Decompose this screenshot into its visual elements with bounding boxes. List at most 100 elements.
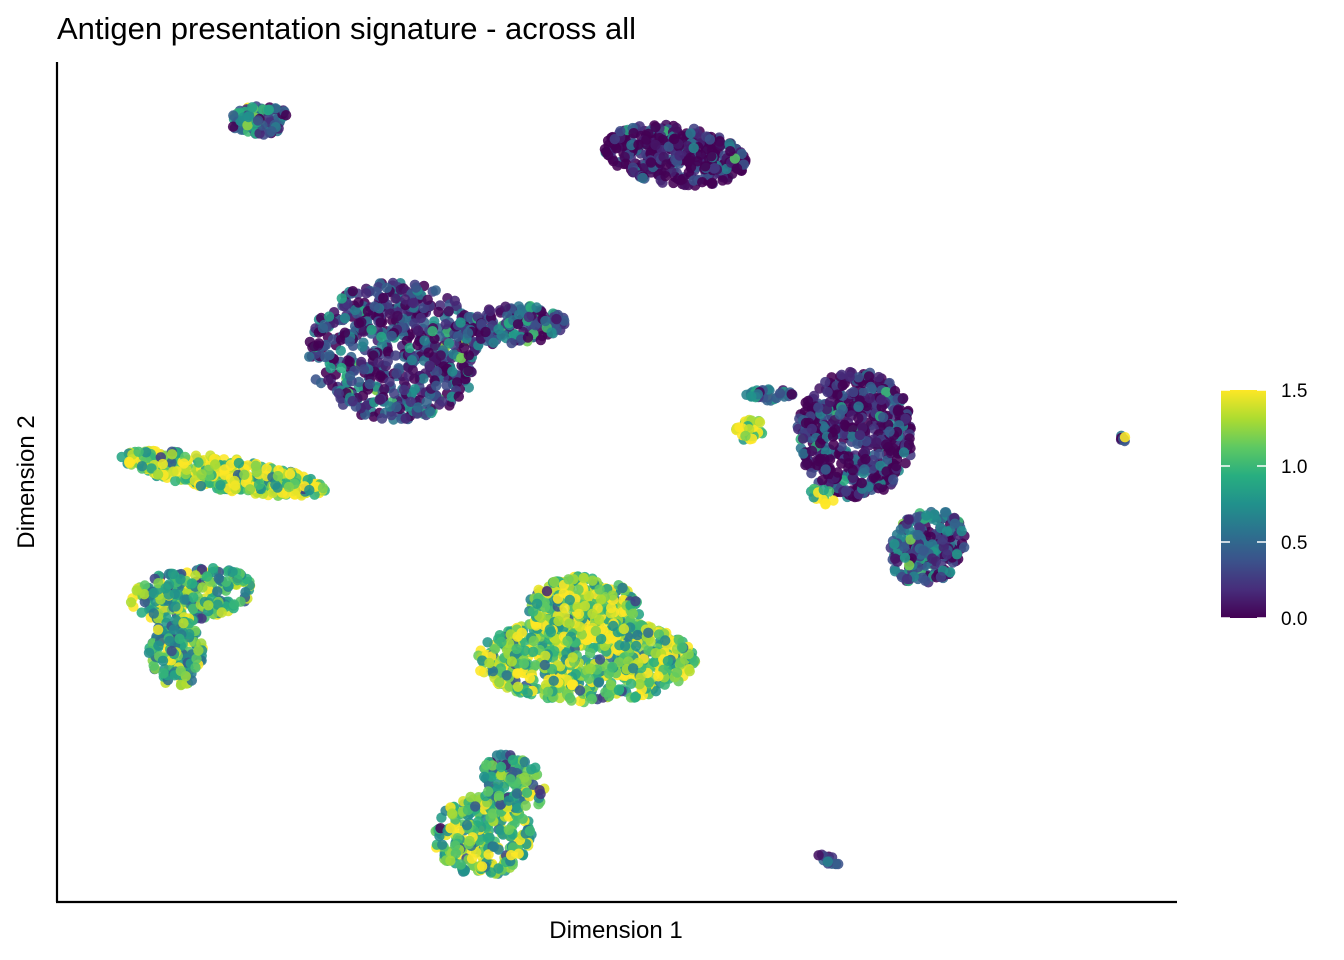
data-point: [891, 426, 903, 438]
data-point: [484, 657, 495, 669]
data-point: [618, 623, 630, 635]
data-point: [863, 371, 875, 382]
data-point: [463, 382, 474, 393]
chart-title: Antigen presentation signature - across …: [57, 11, 636, 46]
data-point: [422, 294, 433, 305]
data-point: [448, 348, 459, 360]
data-point: [374, 371, 386, 383]
data-point: [391, 368, 402, 379]
data-point: [657, 134, 668, 146]
data-point: [175, 665, 186, 677]
data-point: [335, 345, 346, 356]
data-point: [583, 590, 594, 602]
data-point: [431, 366, 443, 377]
data-point: [821, 404, 833, 415]
data-point: [424, 406, 435, 417]
data-point: [815, 453, 826, 464]
data-point: [660, 635, 671, 646]
data-point: [148, 608, 159, 619]
data-point: [873, 483, 884, 494]
data-point: [949, 518, 961, 529]
data-point: [587, 575, 598, 586]
data-point: [219, 464, 230, 475]
data-point: [353, 318, 365, 329]
data-point: [881, 466, 892, 477]
data-point: [272, 470, 284, 482]
data-point: [446, 808, 458, 819]
data-point: [358, 364, 370, 375]
data-point: [347, 395, 358, 407]
colorbar-gradient: [1221, 390, 1266, 618]
data-point: [841, 486, 852, 497]
data-point: [247, 102, 258, 113]
data-point: [463, 350, 475, 361]
data-point: [704, 134, 716, 145]
data-point: [361, 288, 372, 299]
data-point: [927, 553, 938, 564]
y-axis-title: Dimension 2: [13, 415, 40, 548]
data-point: [583, 673, 595, 684]
data-point: [836, 441, 847, 452]
data-point: [470, 801, 481, 812]
data-point: [661, 159, 672, 170]
data-point: [900, 458, 911, 469]
data-point: [865, 381, 876, 393]
data-point: [381, 282, 392, 293]
data-point: [837, 380, 848, 391]
data-point: [464, 835, 475, 847]
data-point: [163, 579, 175, 590]
data-point: [512, 681, 524, 692]
data-point: [1119, 432, 1131, 443]
data-point: [881, 386, 892, 398]
data-point: [912, 529, 923, 541]
data-point: [699, 161, 711, 172]
data-point: [889, 566, 901, 577]
data-point: [593, 677, 604, 688]
data-point: [458, 342, 470, 353]
data-point: [853, 401, 864, 412]
data-point: [535, 334, 546, 346]
data-point: [157, 655, 169, 666]
data-point: [243, 111, 254, 123]
data-point: [903, 439, 915, 450]
data-point: [551, 313, 562, 325]
data-point: [455, 859, 466, 870]
data-point: [531, 302, 542, 313]
data-point: [562, 635, 573, 647]
data-point: [193, 645, 204, 656]
data-point: [630, 596, 641, 607]
data-point: [650, 139, 661, 151]
data-point: [283, 481, 295, 493]
data-point: [506, 337, 517, 349]
data-point: [163, 589, 174, 600]
data-point: [441, 380, 452, 391]
data-point: [574, 621, 585, 632]
data-point: [463, 365, 474, 377]
data-point: [240, 587, 251, 598]
data-point: [252, 115, 264, 126]
data-point: [630, 640, 642, 652]
data-point: [539, 659, 550, 671]
data-point: [706, 151, 717, 162]
data-point: [615, 126, 626, 137]
data-point: [406, 355, 418, 366]
data-point: [860, 453, 871, 465]
data-point: [213, 573, 224, 584]
data-point: [918, 545, 929, 556]
data-point: [125, 597, 137, 608]
data-point: [513, 309, 525, 320]
data-point: [798, 448, 809, 459]
x-axis-title: Dimension 1: [549, 917, 682, 944]
data-point: [481, 759, 492, 771]
data-point: [188, 592, 199, 603]
data-point: [336, 362, 347, 374]
data-point: [815, 438, 826, 449]
data-point: [353, 297, 364, 308]
data-point: [229, 599, 240, 610]
data-point: [336, 293, 347, 304]
data-point: [888, 474, 899, 485]
data-point: [518, 658, 530, 669]
data-point: [676, 642, 688, 653]
data-point: [898, 447, 910, 458]
data-point: [373, 357, 384, 368]
